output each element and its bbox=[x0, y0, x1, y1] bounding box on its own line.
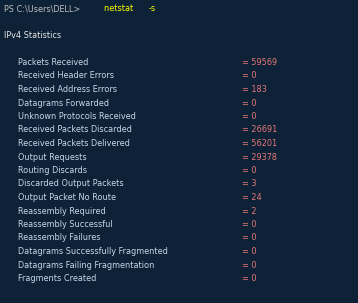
Text: = 0: = 0 bbox=[242, 166, 256, 175]
Text: = 0: = 0 bbox=[242, 220, 256, 229]
Text: = 29378: = 29378 bbox=[242, 152, 277, 161]
Text: Received Address Errors: Received Address Errors bbox=[18, 85, 117, 94]
Text: Unknown Protocols Received: Unknown Protocols Received bbox=[18, 112, 136, 121]
Text: = 183: = 183 bbox=[242, 85, 267, 94]
Text: Output Requests: Output Requests bbox=[18, 152, 87, 161]
Text: = 0: = 0 bbox=[242, 274, 256, 283]
Text: Datagrams Successfully Fragmented: Datagrams Successfully Fragmented bbox=[18, 247, 168, 256]
Text: = 0: = 0 bbox=[242, 72, 256, 81]
Text: = 26691: = 26691 bbox=[242, 125, 277, 135]
Text: IPv4 Statistics: IPv4 Statistics bbox=[4, 31, 61, 40]
Text: = 3: = 3 bbox=[242, 179, 256, 188]
Text: Datagrams Failing Fragmentation: Datagrams Failing Fragmentation bbox=[18, 261, 154, 269]
Text: Packets Received: Packets Received bbox=[18, 58, 88, 67]
Text: PS C:\Users\DELL>: PS C:\Users\DELL> bbox=[4, 4, 83, 13]
Text: Datagrams Forwarded: Datagrams Forwarded bbox=[18, 98, 109, 108]
Text: = 0: = 0 bbox=[242, 247, 256, 256]
Text: = 0: = 0 bbox=[242, 98, 256, 108]
Text: = 59569: = 59569 bbox=[242, 58, 277, 67]
Text: Routing Discards: Routing Discards bbox=[18, 166, 87, 175]
Text: Reassembly Required: Reassembly Required bbox=[18, 207, 106, 215]
Text: Reassembly Failures: Reassembly Failures bbox=[18, 234, 101, 242]
Text: = 0: = 0 bbox=[242, 112, 256, 121]
Text: Received Packets Delivered: Received Packets Delivered bbox=[18, 139, 130, 148]
Text: -s: -s bbox=[148, 4, 155, 13]
Text: = 2: = 2 bbox=[242, 207, 256, 215]
Text: = 0: = 0 bbox=[242, 234, 256, 242]
Text: Output Packet No Route: Output Packet No Route bbox=[18, 193, 116, 202]
Text: = 56201: = 56201 bbox=[242, 139, 277, 148]
Text: Received Packets Discarded: Received Packets Discarded bbox=[18, 125, 132, 135]
Text: = 0: = 0 bbox=[242, 261, 256, 269]
Text: Reassembly Successful: Reassembly Successful bbox=[18, 220, 113, 229]
Text: netstat: netstat bbox=[104, 4, 136, 13]
Text: Received Header Errors: Received Header Errors bbox=[18, 72, 114, 81]
Text: Discarded Output Packets: Discarded Output Packets bbox=[18, 179, 124, 188]
Text: Fragments Created: Fragments Created bbox=[18, 274, 96, 283]
Text: = 24: = 24 bbox=[242, 193, 262, 202]
